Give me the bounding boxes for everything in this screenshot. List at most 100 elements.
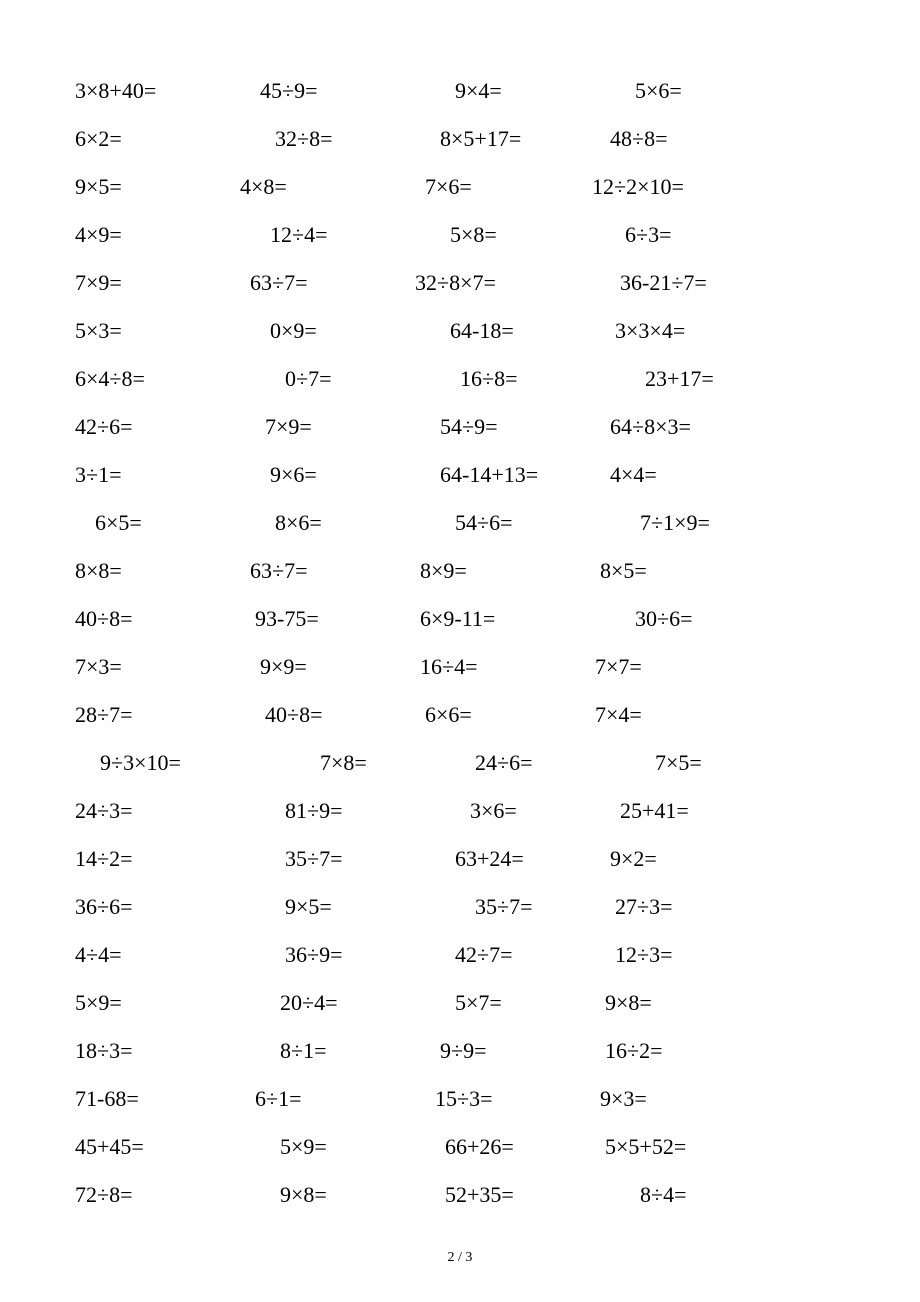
math-expression: 93-75= [255, 606, 319, 632]
math-expression: 32÷8= [275, 126, 332, 152]
math-expression: 63+24= [455, 846, 524, 872]
math-expression: 18÷3= [75, 1038, 132, 1064]
math-expression: 5×6= [635, 78, 682, 104]
math-expression: 7×8= [320, 750, 367, 776]
math-expression: 24÷6= [475, 750, 532, 776]
math-expression: 4÷4= [75, 942, 121, 968]
math-expression: 3÷1= [75, 462, 121, 488]
math-expression: 9×8= [605, 990, 652, 1016]
math-expression: 4×9= [75, 222, 122, 248]
math-expression: 7×4= [595, 702, 642, 728]
math-expression: 14÷2= [75, 846, 132, 872]
math-expression: 8÷4= [640, 1182, 686, 1208]
math-expression: 6×4÷8= [75, 366, 145, 392]
math-expression: 42÷7= [455, 942, 512, 968]
math-expression: 12÷2×10= [592, 174, 684, 200]
math-expression: 12÷3= [615, 942, 672, 968]
math-expression: 16÷4= [420, 654, 477, 680]
math-expression: 0×9= [270, 318, 317, 344]
math-expression: 9×6= [270, 462, 317, 488]
math-expression: 6×2= [75, 126, 122, 152]
math-expression: 72÷8= [75, 1182, 132, 1208]
worksheet-row: 7×9=63÷7=32÷8×7=36-21÷7= [70, 270, 850, 318]
worksheet-row: 6×2=32÷8=8×5+17=48÷8= [70, 126, 850, 174]
worksheet-row: 42÷6=7×9=54÷9=64÷8×3= [70, 414, 850, 462]
math-expression: 63÷7= [250, 270, 307, 296]
page-footer: 2 / 3 [0, 1250, 920, 1266]
math-expression: 52+35= [445, 1182, 514, 1208]
math-expression: 20÷4= [280, 990, 337, 1016]
math-expression: 7×7= [595, 654, 642, 680]
worksheet-row: 45+45= 5×9= 66+26= 5×5+52= [70, 1134, 850, 1182]
math-expression: 36-21÷7= [620, 270, 707, 296]
math-expression: 5×7= [455, 990, 502, 1016]
math-expression: 4×8= [240, 174, 287, 200]
math-expression: 8×9= [420, 558, 467, 584]
math-expression: 9÷9= [440, 1038, 486, 1064]
math-expression: 3×6= [470, 798, 517, 824]
worksheet-row: 5×9= 20÷4= 5×7= 9×8= [70, 990, 850, 1038]
math-expression: 36÷9= [285, 942, 342, 968]
math-expression: 64-18= [450, 318, 514, 344]
math-expression: 40÷8= [75, 606, 132, 632]
math-expression: 7×6= [425, 174, 472, 200]
math-expression: 24÷3= [75, 798, 132, 824]
math-expression: 54÷9= [440, 414, 497, 440]
math-expression: 5×9= [280, 1134, 327, 1160]
math-expression: 16÷2= [605, 1038, 662, 1064]
math-expression: 28÷7= [75, 702, 132, 728]
math-expression: 6×9-11= [420, 606, 495, 632]
math-expression: 64-14+13= [440, 462, 538, 488]
worksheet-row: 6×5=8×6=54÷6=7÷1×9= [70, 510, 850, 558]
math-expression: 8×8= [75, 558, 122, 584]
math-expression: 45÷9= [260, 78, 317, 104]
math-expression: 9×8= [280, 1182, 327, 1208]
math-expression: 64÷8×3= [610, 414, 691, 440]
math-expression: 15÷3= [435, 1086, 492, 1112]
worksheet-row: 71-68=6÷1=15÷3=9×3= [70, 1086, 850, 1134]
math-expression: 9×4= [455, 78, 502, 104]
worksheet-row: 9×5= 4×8= 7×6= 12÷2×10= [70, 174, 850, 222]
math-expression: 6×5= [95, 510, 142, 536]
math-expression: 9×9= [260, 654, 307, 680]
math-expression: 6÷1= [255, 1086, 301, 1112]
worksheet-row: 3×8+40= 45÷9= 9×4= 5×6= [70, 78, 850, 126]
math-expression: 16÷8= [460, 366, 517, 392]
math-expression: 4×4= [610, 462, 657, 488]
math-expression: 7×9= [265, 414, 312, 440]
math-expression: 7×5= [655, 750, 702, 776]
math-expression: 5×3= [75, 318, 122, 344]
math-expression: 6÷3= [625, 222, 671, 248]
worksheet-row: 7×3= 9×9= 16÷4= 7×7= [70, 654, 850, 702]
worksheet-row: 9÷3×10= 7×8= 24÷6= 7×5= [70, 750, 850, 798]
math-expression: 9×3= [600, 1086, 647, 1112]
math-expression: 7×3= [75, 654, 122, 680]
math-expression: 8÷1= [280, 1038, 326, 1064]
math-expression: 9×5= [75, 174, 122, 200]
math-expression: 3×8+40= [75, 78, 156, 104]
math-expression: 27÷3= [615, 894, 672, 920]
math-expression: 66+26= [445, 1134, 514, 1160]
worksheet-row: 3÷1= 9×6= 64-14+13= 4×4= [70, 462, 850, 510]
math-expression: 9÷3×10= [100, 750, 181, 776]
math-expression: 35÷7= [285, 846, 342, 872]
worksheet-row: 24÷3=81÷9=3×6=25+41= [70, 798, 850, 846]
math-expression: 5×9= [75, 990, 122, 1016]
math-expression: 5×5+52= [605, 1134, 686, 1160]
math-expression: 9×5= [285, 894, 332, 920]
math-expression: 7÷1×9= [640, 510, 710, 536]
worksheet-row: 72÷8= 9×8= 52+35= 8÷4= [70, 1182, 850, 1212]
worksheet-row: 4÷4= 36÷9= 42÷7= 12÷3= [70, 942, 850, 990]
worksheet-row: 40÷8=93-75=6×9-11=30÷6= [70, 606, 850, 654]
worksheet-row: 4×9=12÷4=5×8=6÷3= [70, 222, 850, 270]
math-expression: 45+45= [75, 1134, 144, 1160]
math-expression: 6×6= [425, 702, 472, 728]
math-expression: 36÷6= [75, 894, 132, 920]
worksheet-row: 8×8=63÷7=8×9=8×5= [70, 558, 850, 606]
math-expression: 23+17= [645, 366, 714, 392]
math-expression: 81÷9= [285, 798, 342, 824]
worksheet-row: 18÷3= 8÷1= 9÷9= 16÷2= [70, 1038, 850, 1086]
math-expression: 32÷8×7= [415, 270, 496, 296]
worksheet-row: 5×3=0×9=64-18=3×3×4= [70, 318, 850, 366]
math-expression: 54÷6= [455, 510, 512, 536]
